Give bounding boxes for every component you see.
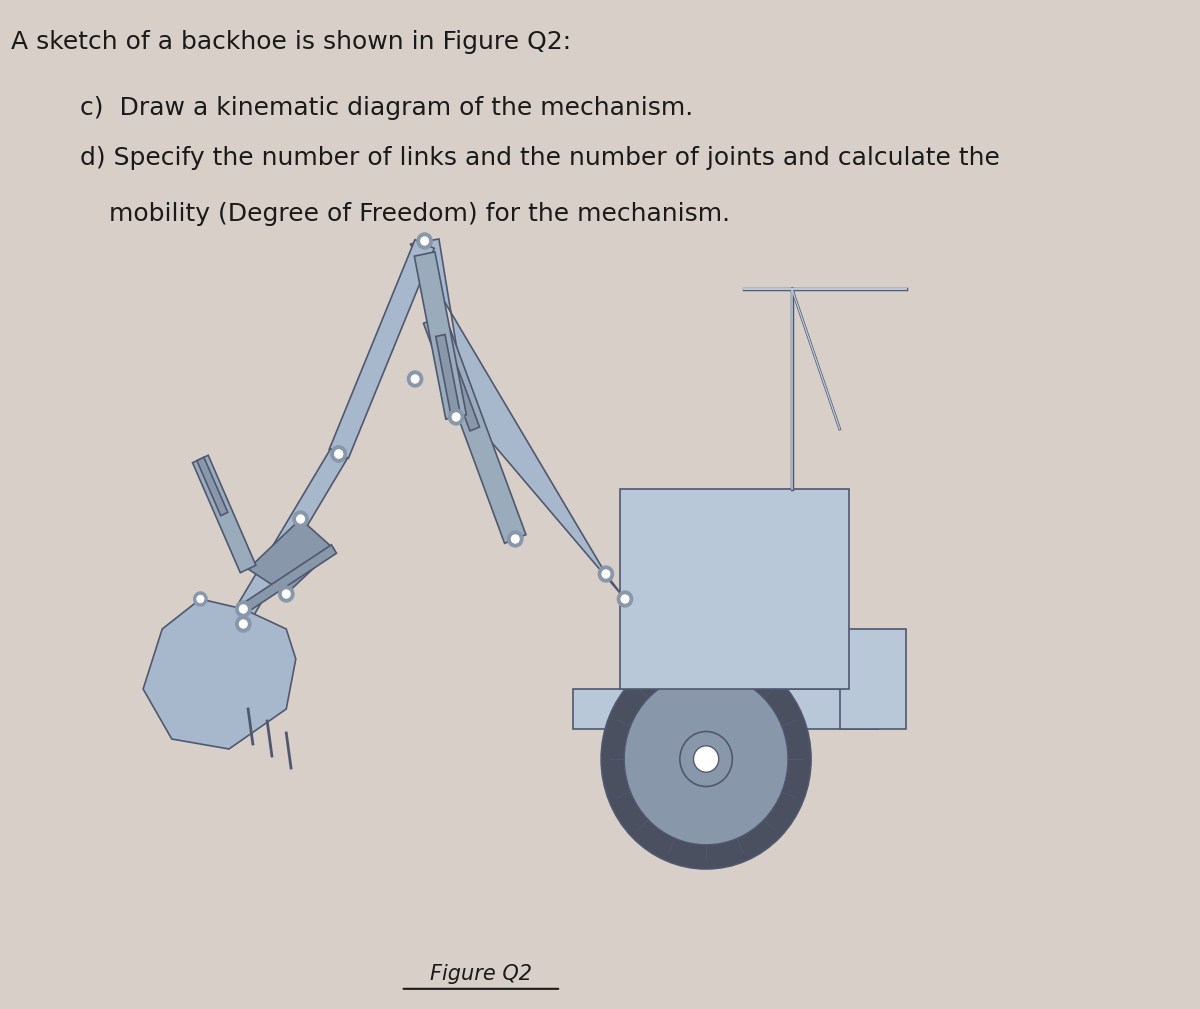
Circle shape [508, 531, 523, 547]
Circle shape [197, 595, 204, 602]
Circle shape [193, 592, 208, 606]
Circle shape [278, 586, 294, 602]
Circle shape [331, 446, 347, 462]
Circle shape [624, 673, 788, 845]
Polygon shape [410, 239, 625, 599]
Circle shape [240, 620, 247, 628]
Circle shape [408, 371, 422, 387]
Circle shape [293, 511, 308, 527]
Circle shape [601, 649, 811, 869]
Polygon shape [436, 335, 461, 418]
Polygon shape [329, 240, 434, 458]
Polygon shape [197, 457, 228, 516]
Polygon shape [143, 599, 295, 749]
Circle shape [240, 605, 247, 613]
FancyBboxPatch shape [620, 489, 850, 689]
Circle shape [416, 233, 432, 249]
Polygon shape [192, 455, 256, 573]
Circle shape [617, 591, 632, 607]
Polygon shape [241, 545, 336, 613]
Polygon shape [430, 317, 480, 431]
Circle shape [511, 535, 520, 543]
Circle shape [602, 570, 610, 578]
Circle shape [694, 746, 719, 772]
Circle shape [235, 616, 251, 632]
Circle shape [622, 595, 629, 603]
Circle shape [296, 515, 305, 523]
Circle shape [235, 601, 251, 616]
Circle shape [452, 413, 460, 421]
Text: mobility (Degree of Freedom) for the mechanism.: mobility (Degree of Freedom) for the mec… [109, 202, 730, 226]
Circle shape [335, 450, 342, 458]
Polygon shape [424, 315, 526, 543]
Polygon shape [572, 689, 878, 728]
Polygon shape [248, 519, 334, 594]
Circle shape [449, 409, 463, 425]
Circle shape [599, 566, 613, 582]
Circle shape [680, 732, 732, 786]
Text: Figure Q2: Figure Q2 [430, 964, 532, 984]
Text: d) Specify the number of links and the number of joints and calculate the: d) Specify the number of links and the n… [80, 146, 1000, 171]
Polygon shape [840, 629, 906, 728]
Circle shape [421, 237, 428, 245]
Circle shape [335, 450, 342, 458]
Polygon shape [235, 449, 347, 620]
Text: c)  Draw a kinematic diagram of the mechanism.: c) Draw a kinematic diagram of the mecha… [80, 96, 694, 120]
Polygon shape [414, 252, 467, 419]
Circle shape [412, 375, 419, 383]
Circle shape [331, 446, 347, 462]
Circle shape [282, 590, 290, 598]
Text: A sketch of a backhoe is shown in Figure Q2:: A sketch of a backhoe is shown in Figure… [12, 30, 571, 54]
